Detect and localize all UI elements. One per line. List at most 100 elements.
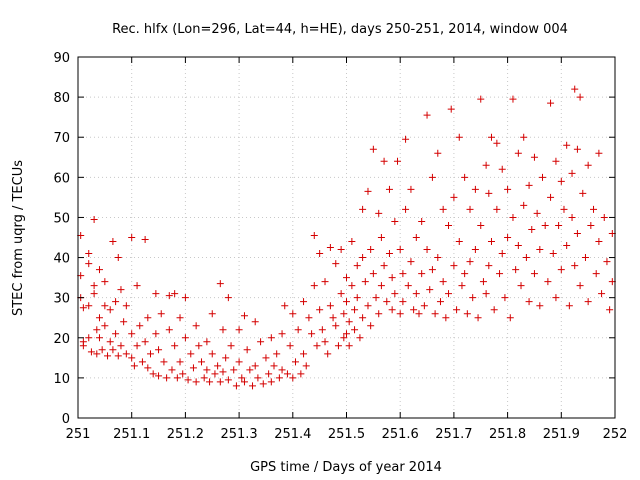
data-point (337, 290, 345, 298)
data-point (504, 234, 512, 241)
data-point (90, 282, 98, 290)
data-point (420, 302, 428, 310)
x-tick-label: 251.5 (328, 427, 365, 442)
data-point (396, 246, 404, 254)
data-point (547, 193, 555, 201)
data-point (568, 213, 576, 221)
data-point (173, 374, 181, 382)
data-point (90, 290, 98, 298)
data-point (477, 95, 485, 103)
data-point (326, 302, 334, 310)
axis-ticks: 251 251.1 251.2 251.3 251.4 251.5 251.6 251.7 25… (53, 51, 627, 442)
data-point (423, 246, 431, 254)
data-point (321, 338, 329, 346)
data-point (581, 254, 589, 262)
data-point (450, 193, 458, 201)
data-point (442, 314, 450, 322)
x-tick-label: 251.4 (274, 427, 311, 442)
data-point (246, 366, 254, 374)
data-point (216, 378, 224, 386)
data-point (563, 141, 571, 149)
data-point (530, 270, 538, 278)
data-point (391, 290, 399, 298)
data-point (439, 205, 447, 213)
data-point (128, 354, 136, 362)
data-point (536, 302, 544, 310)
data-point (85, 250, 93, 258)
data-point (230, 366, 238, 374)
y-tick-label: 40 (53, 252, 70, 267)
data-point (326, 244, 334, 252)
data-point (525, 181, 533, 189)
data-point (359, 205, 367, 213)
data-point (251, 318, 259, 326)
data-point (477, 221, 485, 229)
data-point (219, 368, 227, 376)
data-point (399, 270, 407, 278)
data-point (101, 322, 109, 330)
data-point (343, 298, 350, 306)
data-point (426, 286, 434, 294)
data-point (310, 282, 318, 290)
data-point (114, 254, 122, 262)
data-point (512, 266, 520, 274)
data-point (490, 306, 498, 314)
data-point (447, 105, 455, 113)
data-point (474, 314, 482, 322)
data-point (90, 215, 98, 223)
data-point (289, 374, 297, 382)
data-point (466, 258, 474, 266)
data-point (155, 346, 163, 354)
x-tick-label: 251.9 (543, 427, 580, 442)
data-point (487, 238, 495, 246)
x-tick-label: 251.3 (220, 427, 257, 442)
y-tick-label: 60 (53, 171, 70, 186)
data-point (455, 238, 463, 246)
data-point (375, 310, 383, 318)
data-point (203, 366, 211, 374)
data-point (267, 378, 275, 386)
data-point (85, 260, 93, 268)
data-point (595, 238, 603, 246)
data-point (235, 358, 243, 366)
data-point (146, 350, 154, 358)
data-point (517, 282, 525, 290)
data-point (171, 290, 179, 298)
data-point (340, 334, 348, 342)
data-point (555, 221, 563, 229)
data-point (300, 298, 308, 306)
data-point (466, 205, 474, 213)
data-point (165, 326, 173, 334)
x-tick-label: 251.6 (382, 427, 419, 442)
y-tick-label: 50 (53, 211, 70, 226)
data-point (380, 157, 388, 165)
data-point (211, 370, 219, 378)
x-tick-label: 251.2 (167, 427, 204, 442)
data-point (332, 260, 340, 268)
data-point (192, 378, 200, 386)
data-point (117, 342, 125, 350)
data-point (563, 242, 571, 250)
data-point (356, 334, 364, 342)
data-point (104, 352, 112, 360)
data-point (176, 358, 184, 366)
data-point (270, 362, 278, 370)
data-point (294, 326, 302, 334)
data-point (278, 366, 286, 374)
data-point (79, 304, 87, 312)
data-point (584, 161, 592, 169)
data-point (369, 145, 377, 153)
data-point (565, 302, 573, 310)
data-point (112, 330, 120, 338)
data-point (590, 205, 598, 213)
data-point (450, 262, 458, 270)
data-point (587, 221, 595, 229)
data-point (144, 314, 152, 322)
data-point (603, 258, 611, 266)
data-point (343, 274, 350, 282)
data-point (232, 382, 240, 390)
data-point (560, 205, 568, 213)
y-tick-label: 30 (53, 292, 70, 307)
data-point (93, 326, 101, 334)
data-point (369, 270, 377, 278)
